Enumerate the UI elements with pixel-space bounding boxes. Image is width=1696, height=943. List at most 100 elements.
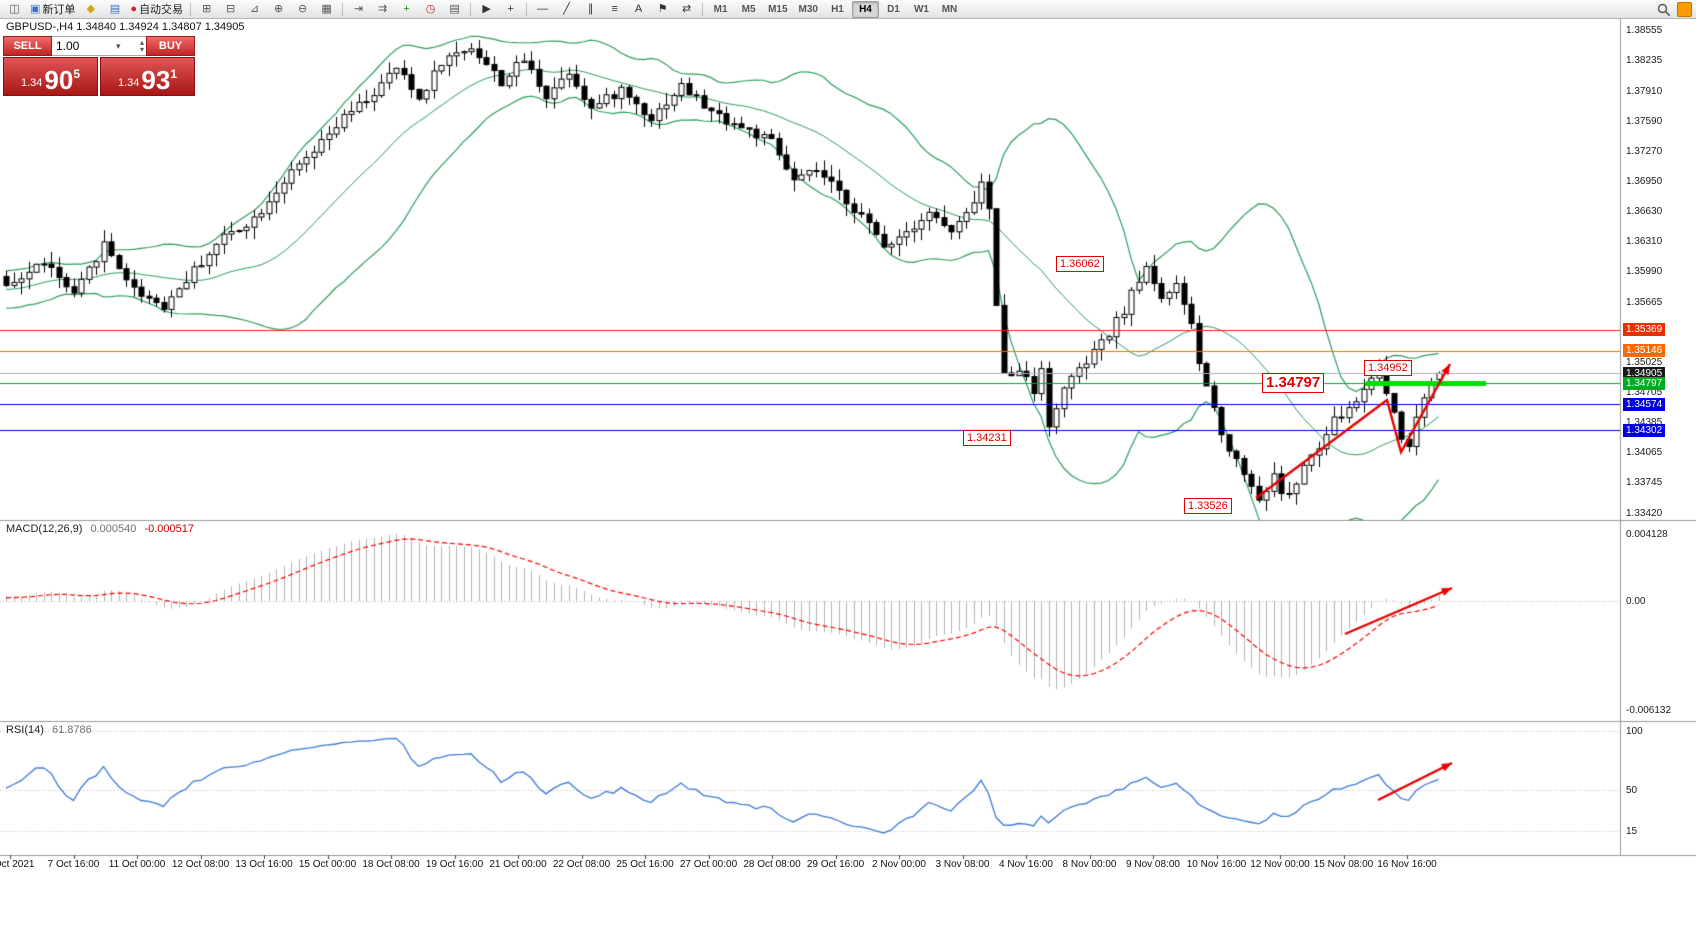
time-tick-label: 12 Nov 00:00 bbox=[1250, 859, 1310, 870]
time-tick-label: 18 Oct 08:00 bbox=[362, 859, 420, 870]
timeframe-mn-button[interactable]: MN bbox=[941, 3, 958, 15]
periods-icon[interactable]: ◷ bbox=[419, 1, 442, 18]
cursor-icon[interactable]: ▶ bbox=[475, 1, 498, 18]
price-tick-label: 1.35665 bbox=[1626, 296, 1663, 308]
price-callout[interactable]: 1.33526 bbox=[1184, 498, 1232, 514]
fibonacci-icon: ≡ bbox=[611, 2, 618, 15]
macd-name: MACD(12,26,9) bbox=[6, 523, 83, 535]
channel-icon[interactable]: ∥ bbox=[579, 1, 602, 18]
cursor-icon: ▶ bbox=[482, 2, 491, 15]
chart-symbol-info: GBPUSD-,H4 1.34840 1.34924 1.34807 1.349… bbox=[6, 21, 245, 33]
sell-price-button[interactable]: 1.34 90 5 bbox=[3, 57, 98, 96]
toolbar-separator bbox=[526, 2, 528, 16]
arrows-icon: ⇄ bbox=[681, 2, 692, 15]
crosshair-icon: + bbox=[507, 2, 514, 15]
rsi-scale-label: 100 bbox=[1626, 726, 1643, 737]
price-tick-label: 1.36950 bbox=[1626, 175, 1663, 187]
notification-badge[interactable] bbox=[1677, 2, 1692, 17]
timeframe-h1-button[interactable]: H1 bbox=[831, 3, 844, 15]
mailbox-icon: ▤ bbox=[109, 2, 121, 15]
timeframe-m5-button[interactable]: M5 bbox=[741, 3, 756, 15]
ask-big-figure: 1.34 bbox=[117, 77, 140, 89]
price-callout[interactable]: 1.34952 bbox=[1364, 360, 1412, 376]
tile-windows-icon[interactable]: ⊞ bbox=[195, 1, 218, 18]
price-level-badge: 1.35369 bbox=[1623, 323, 1666, 337]
rsi-name: RSI(14) bbox=[6, 724, 44, 736]
price-level-badge: 1.35146 bbox=[1623, 344, 1666, 358]
price-level-badge: 1.34797 bbox=[1623, 376, 1666, 390]
price-tick-label: 1.38235 bbox=[1626, 55, 1663, 67]
fibonacci-icon[interactable]: ≡ bbox=[603, 1, 626, 18]
crosshair-icon[interactable]: + bbox=[499, 1, 522, 18]
time-tick-label: 7 Oct 16:00 bbox=[47, 859, 100, 870]
timeframe-m30-button[interactable]: M30 bbox=[798, 3, 818, 15]
volume-increase-button[interactable]: ▴ bbox=[139, 38, 144, 47]
price-level-badge: 1.34574 bbox=[1623, 397, 1666, 411]
mailbox-icon[interactable]: ▤ bbox=[103, 1, 126, 18]
arrows-icon[interactable]: ⇄ bbox=[675, 1, 698, 18]
zoom-in-icon[interactable]: ⊕ bbox=[267, 1, 290, 18]
time-tick-label: 29 Oct 16:00 bbox=[806, 859, 865, 870]
price-callout[interactable]: 1.34797 bbox=[1262, 373, 1325, 393]
volume-input[interactable] bbox=[54, 38, 116, 54]
add-indicator-icon[interactable]: + bbox=[395, 1, 418, 18]
price-callout[interactable]: 1.36062 bbox=[1056, 256, 1104, 272]
timeframe-m1-button[interactable]: M1 bbox=[713, 3, 728, 15]
price-tick-label: 1.38555 bbox=[1626, 25, 1663, 36]
toolbar-separator bbox=[190, 2, 192, 16]
templates-icon[interactable]: ▤ bbox=[443, 1, 466, 18]
periods-icon: ◷ bbox=[425, 2, 436, 15]
rsi-value: 61.8786 bbox=[51, 724, 92, 736]
price-scale[interactable]: 1.38555 1.38235 1.37910 1.37590 1.37270 1.369… bbox=[1622, 0, 1696, 943]
time-tick-label: 3 Nov 08:00 bbox=[935, 859, 990, 870]
bid-big-figure: 1.34 bbox=[20, 77, 43, 89]
chart-shift-icon: ⇥ bbox=[353, 2, 364, 15]
flag-icon[interactable]: ⚑ bbox=[651, 1, 674, 18]
one-click-prices: 1.34 90 5 1.34 93 1 bbox=[3, 57, 195, 96]
time-axis[interactable]: 7 Oct 2021 7 Oct 16:00 11 Oct 00:00 12 Oct … bbox=[0, 855, 1620, 872]
buy-price-button[interactable]: 1.34 93 1 bbox=[100, 57, 195, 96]
new-order-button[interactable]: ▣ 新订单 bbox=[27, 1, 78, 18]
trendline-icon[interactable]: ╱ bbox=[555, 1, 578, 18]
volume-dropdown-icon[interactable]: ▾ bbox=[116, 40, 121, 51]
timeframe-h4-button[interactable]: H4 bbox=[851, 0, 879, 18]
trendline-icon: ╱ bbox=[563, 2, 570, 15]
timeframe-m15-button[interactable]: M15 bbox=[768, 3, 788, 15]
timeframe-w1-button[interactable]: W1 bbox=[913, 3, 929, 15]
horizontal-line-icon[interactable]: ― bbox=[531, 1, 554, 18]
buy-button[interactable]: BUY bbox=[146, 36, 195, 56]
time-tick-label: 8 Nov 00:00 bbox=[1062, 859, 1117, 870]
ruler-icon[interactable]: ⊿ bbox=[243, 1, 266, 18]
toolbar-right-group bbox=[1657, 2, 1692, 17]
chart-window-icon[interactable]: ◫ bbox=[3, 1, 26, 18]
price-tick-label: 1.35990 bbox=[1626, 266, 1663, 278]
sell-button[interactable]: SELL bbox=[3, 36, 52, 56]
price-level-badge: 1.34905 bbox=[1623, 366, 1666, 380]
zoom-out-icon[interactable]: ⊖ bbox=[291, 1, 314, 18]
text-icon[interactable]: A bbox=[627, 1, 650, 18]
zoom-in-icon: ⊕ bbox=[273, 2, 284, 15]
new-order-icon: ▣ bbox=[30, 2, 41, 15]
auto-scroll-icon[interactable]: ⇉ bbox=[371, 1, 394, 18]
chart-shift-icon[interactable]: ⇥ bbox=[347, 1, 370, 18]
time-tick-label: 11 Oct 00:00 bbox=[108, 859, 166, 870]
time-tick-label: 16 Nov 16:00 bbox=[1377, 859, 1437, 870]
volume-spinner: ▴ ▾ bbox=[139, 38, 144, 54]
macd-indicator-label: MACD(12,26,9) 0.000540 -0.000517 bbox=[6, 523, 194, 535]
autotrading-button[interactable]: ● 自动交易 bbox=[127, 1, 186, 18]
text-icon: A bbox=[634, 2, 643, 15]
history-center-icon[interactable]: ◆ bbox=[79, 1, 102, 18]
cascade-windows-icon[interactable]: ⊟ bbox=[219, 1, 242, 18]
main-toolbar: ◫ ▣ 新订单 ◆ ▤ ● 自动交易 ⊞ ⊟ ⊿ ⊕ ⊖ ▦ ⇥ ⇉ + ◷ ▤ ▶ + ― ╱ ∥ ≡ A ⚑ ⇄ M1 M5 M15 M… bbox=[0, 0, 1696, 19]
price-callout[interactable]: 1.34231 bbox=[963, 430, 1011, 446]
timeframe-d1-button[interactable]: D1 bbox=[887, 3, 900, 15]
search-icon[interactable] bbox=[1657, 3, 1671, 17]
time-tick-label: 28 Oct 08:00 bbox=[743, 859, 801, 870]
horizontal-line-icon: ― bbox=[537, 2, 549, 15]
volume-decrease-button[interactable]: ▾ bbox=[139, 45, 144, 54]
grid-icon[interactable]: ▦ bbox=[315, 1, 338, 18]
grid-icon: ▦ bbox=[321, 2, 332, 15]
price-tick-label: 1.35025 bbox=[1626, 357, 1663, 369]
